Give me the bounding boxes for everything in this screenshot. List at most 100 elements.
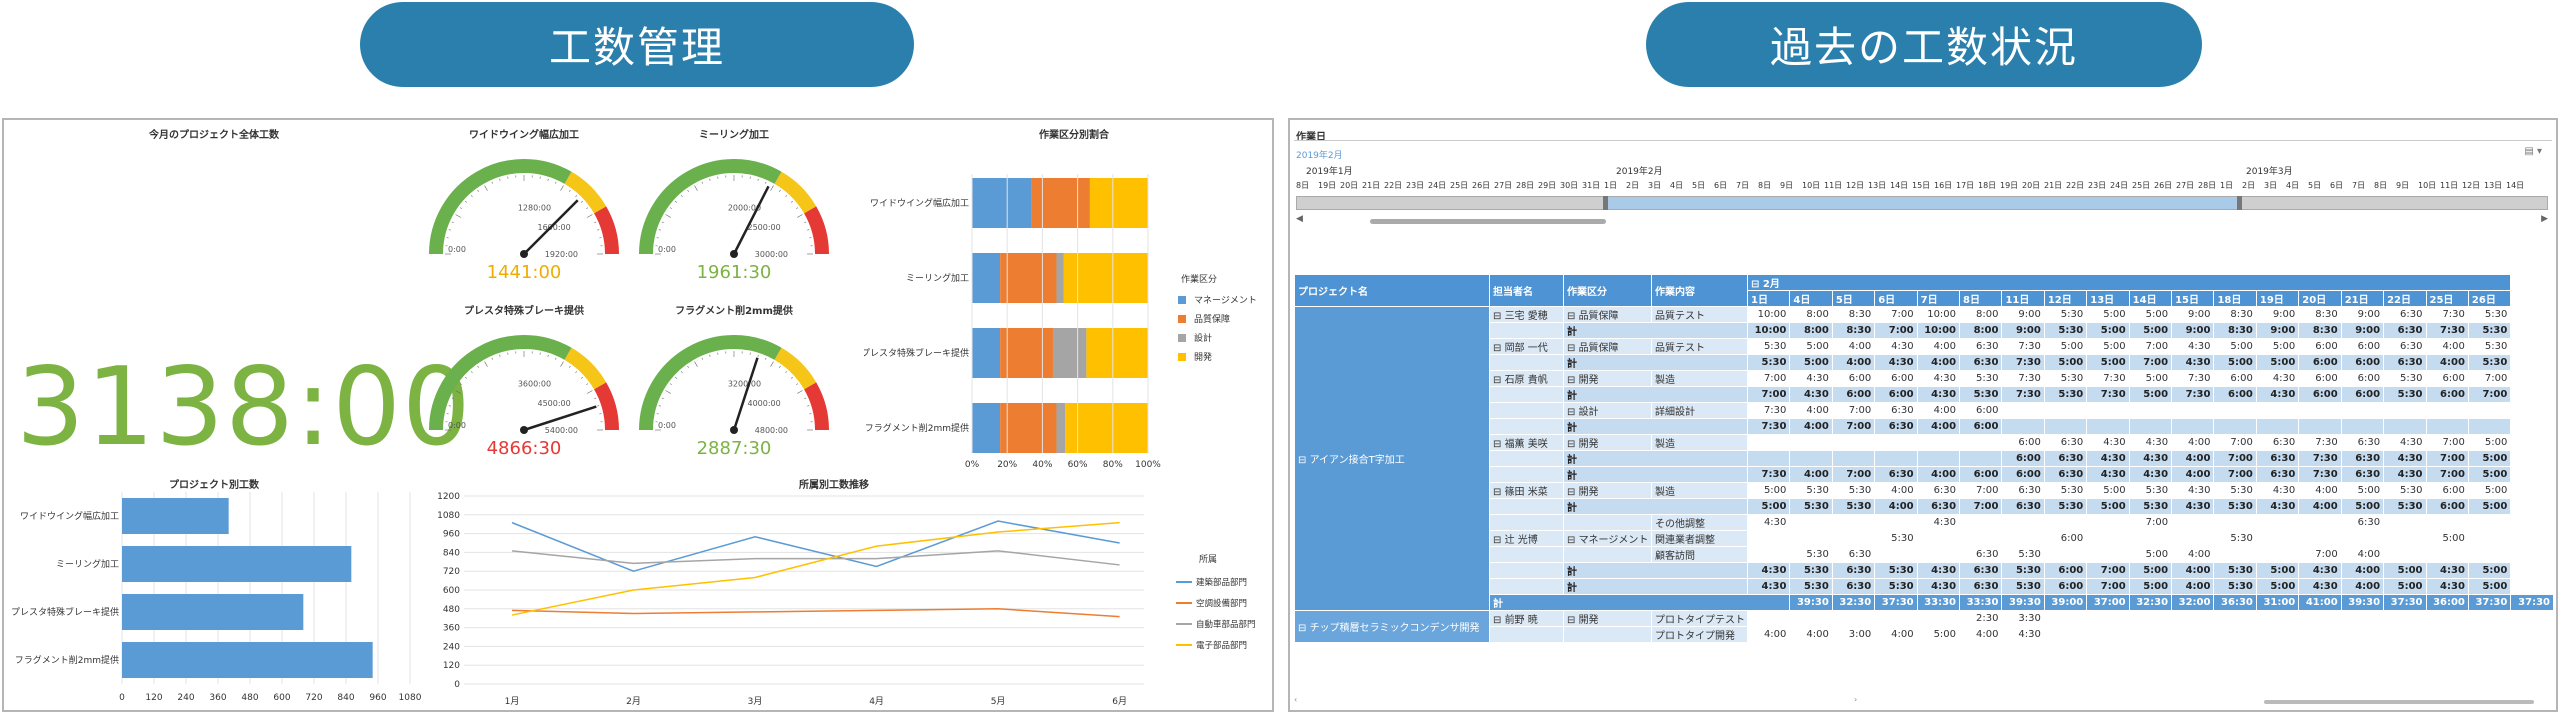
col-month[interactable]: ⊟ 2月 xyxy=(1746,274,2512,291)
grid-hscrollbar[interactable]: ‹ › xyxy=(1294,695,2550,706)
timeline-day[interactable]: 6日 xyxy=(1714,181,1728,190)
day-header[interactable]: 5日 xyxy=(1831,290,1876,307)
timeline-day[interactable]: 10日 xyxy=(2418,181,2437,190)
person-cell[interactable]: ⊟ 辻 光博 xyxy=(1489,530,1564,547)
collapse-icon[interactable]: ⊟ xyxy=(1493,375,1505,386)
collapse-icon[interactable]: ⊟ xyxy=(1567,439,1579,450)
day-header[interactable]: 18日 xyxy=(2213,290,2257,307)
timeline-day[interactable]: 27日 xyxy=(1494,181,1513,190)
timeline-day[interactable]: 3日 xyxy=(2264,181,2278,190)
timeline-day[interactable]: 29日 xyxy=(1538,181,1557,190)
grid-scroll-left-icon[interactable]: ‹ xyxy=(1294,695,1298,704)
day-header[interactable]: 7日 xyxy=(1916,290,1961,307)
timeline-day[interactable]: 2日 xyxy=(1626,181,1640,190)
timeline-day[interactable]: 9日 xyxy=(2396,181,2410,190)
person-cell[interactable] xyxy=(1489,514,1564,531)
category-cell[interactable]: ⊟ 開発 xyxy=(1563,370,1652,387)
day-header[interactable]: 22日 xyxy=(2383,290,2427,307)
timeline-day[interactable]: 14日 xyxy=(2506,181,2525,190)
timeline-day[interactable]: 5日 xyxy=(1692,181,1706,190)
calendar-icon[interactable]: ▤ ▾ xyxy=(2524,146,2542,157)
timeline-day[interactable]: 4日 xyxy=(2286,181,2300,190)
timeline-day[interactable]: 13日 xyxy=(2484,181,2503,190)
day-header[interactable]: 8日 xyxy=(1959,290,2003,307)
collapse-icon[interactable]: ⊟ xyxy=(1493,311,1505,322)
category-cell[interactable] xyxy=(1563,514,1652,531)
timeline-day[interactable]: 14日 xyxy=(1890,181,1909,190)
person-cell[interactable] xyxy=(1489,546,1564,563)
timeline-day[interactable]: 11日 xyxy=(1824,181,1843,190)
day-header[interactable]: 21日 xyxy=(2340,290,2385,307)
person-cell[interactable]: ⊟ 篠田 米菜 xyxy=(1489,482,1564,499)
timeline-day[interactable]: 8日 xyxy=(1296,181,1310,190)
timeline-day[interactable]: 7日 xyxy=(1736,181,1750,190)
project-cell[interactable]: ⊟ チップ積層セラミックコンデンサ開発 xyxy=(1294,610,1490,643)
day-header[interactable]: 20日 xyxy=(2298,290,2342,307)
person-cell[interactable] xyxy=(1489,626,1564,643)
timeline-day[interactable]: 1日 xyxy=(2220,181,2234,190)
category-cell[interactable]: ⊟ 開発 xyxy=(1563,434,1652,451)
timeline-day[interactable]: 17日 xyxy=(1956,181,1975,190)
timeline-day[interactable]: 24日 xyxy=(2110,181,2129,190)
timeline-day[interactable]: 3日 xyxy=(1648,181,1662,190)
timeline-day[interactable]: 20日 xyxy=(2022,181,2041,190)
day-header[interactable]: 1日 xyxy=(1746,290,1791,307)
category-cell[interactable] xyxy=(1563,546,1652,563)
timeline-day[interactable]: 28日 xyxy=(1516,181,1535,190)
timeline-day[interactable]: 2日 xyxy=(2242,181,2256,190)
collapse-icon[interactable]: ⊟ xyxy=(1493,487,1505,498)
day-header[interactable]: 13日 xyxy=(2086,290,2130,307)
range-handle-left[interactable] xyxy=(1603,196,1608,210)
category-cell[interactable]: ⊟ 品質保障 xyxy=(1563,338,1652,355)
category-cell[interactable] xyxy=(1563,626,1652,643)
timeline-day[interactable]: 11日 xyxy=(2440,181,2459,190)
collapse-icon[interactable]: ⊟ xyxy=(1493,343,1505,354)
timeline-day[interactable]: 20日 xyxy=(1340,181,1359,190)
scroll-left-icon[interactable]: ◀ xyxy=(1296,214,1303,224)
timeline-day[interactable]: 23日 xyxy=(2088,181,2107,190)
collapse-icon[interactable]: ⊟ xyxy=(1298,455,1310,466)
collapse-icon[interactable]: ⊟ xyxy=(1567,407,1579,418)
col-category[interactable]: 作業区分 xyxy=(1563,274,1652,307)
timeline-day[interactable]: 28日 xyxy=(2198,181,2217,190)
day-header[interactable]: 25日 xyxy=(2425,290,2469,307)
grid-scroll-right-icon[interactable]: › xyxy=(1854,695,1858,704)
person-cell[interactable]: ⊟ 石原 貴帆 xyxy=(1489,370,1564,387)
timeline-day[interactable]: 18日 xyxy=(1978,181,1997,190)
person-cell[interactable]: ⊟ 前野 暁 xyxy=(1489,610,1564,627)
timeline-day[interactable]: 27日 xyxy=(2176,181,2195,190)
range-handle-right[interactable] xyxy=(2237,196,2242,210)
timeline-day[interactable]: 19日 xyxy=(2000,181,2019,190)
timeline-day[interactable]: 6日 xyxy=(2330,181,2344,190)
person-cell[interactable]: ⊟ 福薫 美咲 xyxy=(1489,434,1564,451)
person-cell[interactable] xyxy=(1489,402,1564,419)
collapse-icon[interactable]: ⊟ xyxy=(1567,615,1579,626)
timeline-day[interactable]: 21日 xyxy=(2044,181,2063,190)
timeline-day[interactable]: 21日 xyxy=(1362,181,1381,190)
timeline-day[interactable]: 25日 xyxy=(1450,181,1469,190)
timeline-day[interactable]: 26日 xyxy=(2154,181,2173,190)
scroll-thumb[interactable] xyxy=(1370,219,1606,224)
day-header[interactable]: 11日 xyxy=(2001,290,2045,307)
collapse-icon[interactable]: ⊟ xyxy=(1567,311,1579,322)
scroll-right-icon[interactable]: ▶ xyxy=(2541,214,2548,224)
col-project[interactable]: プロジェクト名 xyxy=(1294,274,1490,307)
timeline-day[interactable]: 13日 xyxy=(1868,181,1887,190)
timeline-day[interactable]: 5日 xyxy=(2308,181,2322,190)
category-cell[interactable]: ⊟ 品質保障 xyxy=(1563,306,1652,323)
timeline-day[interactable]: 31日 xyxy=(1582,181,1601,190)
timeline-day[interactable]: 1日 xyxy=(1604,181,1618,190)
timeline-day[interactable]: 26日 xyxy=(1472,181,1491,190)
timeline-day[interactable]: 7日 xyxy=(2352,181,2366,190)
day-header[interactable]: 26日 xyxy=(2467,290,2512,307)
collapse-icon[interactable]: ⊟ xyxy=(1567,375,1579,386)
day-header[interactable]: 19日 xyxy=(2255,290,2300,307)
category-cell[interactable]: ⊟ 開発 xyxy=(1563,610,1652,627)
collapse-icon[interactable]: ⊟ xyxy=(1751,279,1763,290)
timeline-day[interactable]: 9日 xyxy=(1780,181,1794,190)
timeline-scrollbar[interactable]: ◀ ▶ xyxy=(1296,214,2548,226)
timeline-day[interactable]: 30日 xyxy=(1560,181,1579,190)
collapse-icon[interactable]: ⊟ xyxy=(1298,623,1310,634)
col-content[interactable]: 作業内容 xyxy=(1651,274,1748,307)
timeline-day[interactable]: 22日 xyxy=(2066,181,2085,190)
